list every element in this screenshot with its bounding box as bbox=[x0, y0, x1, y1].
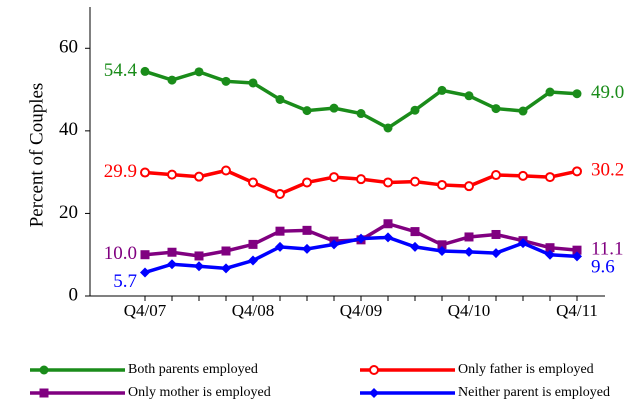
point bbox=[275, 94, 285, 104]
point bbox=[194, 171, 204, 182]
x-tick-label: Q4/09 bbox=[340, 301, 383, 320]
y-tick-label: 20 bbox=[59, 202, 78, 223]
legend-marker bbox=[369, 365, 379, 375]
point bbox=[167, 247, 177, 257]
point bbox=[302, 243, 312, 254]
y-tick-label: 60 bbox=[59, 37, 78, 58]
point bbox=[248, 78, 258, 88]
point bbox=[410, 227, 420, 237]
point bbox=[545, 87, 555, 97]
point bbox=[302, 177, 312, 188]
data-label: 5.7 bbox=[113, 271, 137, 292]
point bbox=[545, 172, 555, 183]
x-tick-label: Q4/08 bbox=[232, 301, 275, 320]
legend-marker bbox=[369, 388, 379, 398]
point bbox=[572, 89, 582, 99]
point bbox=[383, 219, 393, 229]
point bbox=[221, 76, 231, 86]
point bbox=[329, 239, 339, 250]
point bbox=[491, 104, 501, 114]
legend-label: Only mother is employed bbox=[128, 385, 271, 400]
point bbox=[194, 251, 204, 261]
data-label: 10.0 bbox=[104, 243, 137, 264]
point bbox=[383, 177, 393, 188]
point bbox=[437, 85, 447, 95]
point bbox=[464, 91, 474, 101]
point bbox=[491, 170, 501, 181]
point bbox=[491, 229, 501, 239]
point bbox=[464, 232, 474, 242]
point bbox=[140, 250, 150, 260]
point bbox=[221, 246, 231, 256]
legend-label: Only father is employed bbox=[458, 362, 594, 377]
point bbox=[356, 109, 366, 119]
point bbox=[572, 166, 582, 177]
x-tick-label: Q4/10 bbox=[448, 301, 491, 320]
point bbox=[383, 123, 393, 133]
point bbox=[464, 181, 474, 192]
y-axis-label: Percent of Couples bbox=[26, 83, 47, 228]
point bbox=[491, 248, 501, 259]
point bbox=[302, 225, 312, 235]
point bbox=[572, 251, 582, 262]
point bbox=[437, 245, 447, 256]
point bbox=[167, 75, 177, 85]
point bbox=[518, 106, 528, 116]
point bbox=[140, 66, 150, 76]
point bbox=[221, 263, 231, 274]
data-label: 30.2 bbox=[591, 160, 624, 181]
x-tick-label: Q4/11 bbox=[556, 301, 598, 320]
point bbox=[140, 267, 150, 278]
legend-label: Neither parent is employed bbox=[458, 385, 610, 400]
data-label: 49.0 bbox=[591, 82, 624, 103]
data-label: 54.4 bbox=[104, 60, 138, 81]
point bbox=[383, 232, 393, 243]
point bbox=[518, 238, 528, 249]
data-label: 11.1 bbox=[591, 239, 624, 260]
point bbox=[437, 179, 447, 190]
point bbox=[221, 165, 231, 176]
point bbox=[167, 259, 177, 270]
point bbox=[248, 239, 258, 249]
legend-label: Both parents employed bbox=[128, 362, 258, 377]
point bbox=[140, 167, 150, 178]
point bbox=[248, 177, 258, 188]
point bbox=[410, 176, 420, 187]
point bbox=[329, 103, 339, 113]
point bbox=[275, 241, 285, 252]
point bbox=[410, 241, 420, 252]
point bbox=[518, 170, 528, 181]
point bbox=[545, 249, 555, 260]
point bbox=[275, 189, 285, 200]
point bbox=[194, 261, 204, 272]
x-tick-label: Q4/07 bbox=[124, 301, 167, 320]
data-label: 29.9 bbox=[104, 161, 137, 182]
point bbox=[437, 240, 447, 250]
point bbox=[572, 245, 582, 255]
point bbox=[302, 106, 312, 116]
point bbox=[194, 67, 204, 77]
point bbox=[545, 243, 555, 253]
y-tick-label: 40 bbox=[59, 119, 78, 140]
point bbox=[464, 246, 474, 257]
legend-marker bbox=[39, 365, 49, 375]
point bbox=[410, 105, 420, 115]
point bbox=[356, 233, 366, 244]
point bbox=[167, 169, 177, 180]
series-line bbox=[144, 69, 578, 131]
point bbox=[275, 226, 285, 236]
data-label: 9.6 bbox=[591, 257, 615, 278]
point bbox=[248, 255, 258, 266]
point bbox=[329, 172, 339, 183]
legend-marker bbox=[39, 388, 49, 398]
y-tick-label: 0 bbox=[69, 284, 79, 305]
point bbox=[356, 174, 366, 185]
